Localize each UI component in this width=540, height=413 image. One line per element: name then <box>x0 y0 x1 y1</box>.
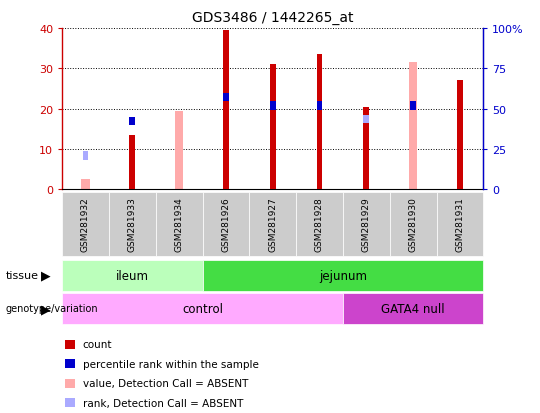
Text: genotype/variation: genotype/variation <box>5 304 98 314</box>
Text: rank, Detection Call = ABSENT: rank, Detection Call = ABSENT <box>83 398 243 408</box>
Bar <box>316 55 322 190</box>
Text: percentile rank within the sample: percentile rank within the sample <box>83 359 259 369</box>
Text: tissue: tissue <box>5 271 38 281</box>
Text: ▶: ▶ <box>41 302 51 315</box>
Text: GSM281933: GSM281933 <box>128 197 137 252</box>
Bar <box>363 116 369 124</box>
Text: ileum: ileum <box>116 269 149 282</box>
Bar <box>270 102 275 110</box>
Text: GSM281932: GSM281932 <box>81 197 90 252</box>
Text: GSM281929: GSM281929 <box>362 197 371 252</box>
Bar <box>316 102 322 110</box>
Text: GATA4 null: GATA4 null <box>381 302 445 315</box>
Bar <box>457 81 463 190</box>
Text: value, Detection Call = ABSENT: value, Detection Call = ABSENT <box>83 378 248 388</box>
Bar <box>82 180 90 190</box>
Bar <box>83 152 89 160</box>
Bar <box>223 93 229 101</box>
Text: GSM281934: GSM281934 <box>174 197 184 252</box>
Text: control: control <box>182 302 223 315</box>
Text: GSM281928: GSM281928 <box>315 197 324 252</box>
Text: GSM281931: GSM281931 <box>455 197 464 252</box>
Text: GSM281930: GSM281930 <box>409 197 417 252</box>
Bar <box>409 63 417 190</box>
Bar <box>223 31 229 190</box>
Text: jejunum: jejunum <box>319 269 367 282</box>
Title: GDS3486 / 1442265_at: GDS3486 / 1442265_at <box>192 11 354 25</box>
Text: count: count <box>83 339 112 349</box>
Bar <box>175 112 183 190</box>
Bar <box>130 135 135 190</box>
Bar <box>130 117 135 126</box>
Text: GSM281927: GSM281927 <box>268 197 277 252</box>
Text: ▶: ▶ <box>41 269 51 282</box>
Bar <box>410 102 416 110</box>
Bar <box>270 65 275 190</box>
Bar <box>363 107 369 190</box>
Text: GSM281926: GSM281926 <box>221 197 231 252</box>
